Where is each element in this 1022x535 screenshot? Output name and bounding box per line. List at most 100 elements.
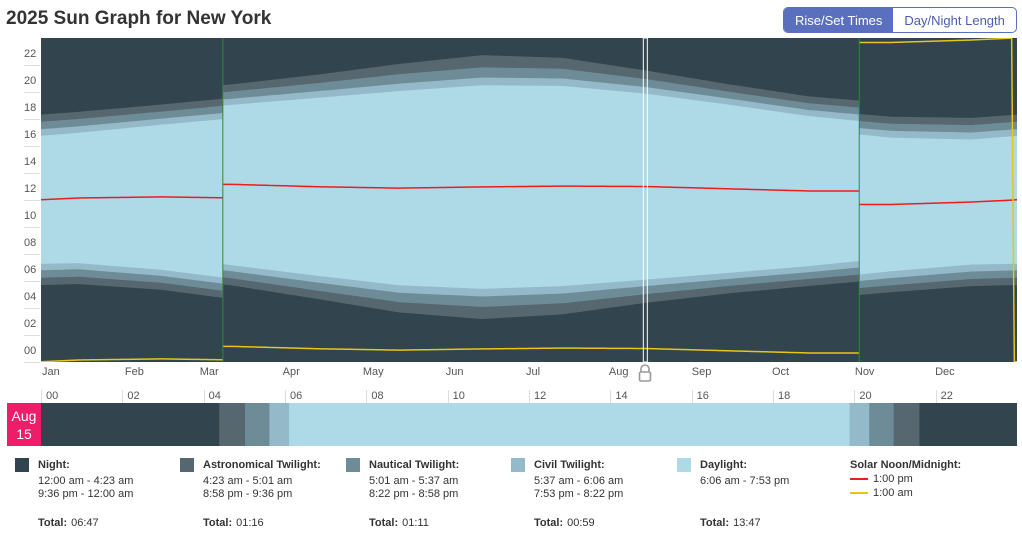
legend-total: Total: 00:59 (534, 517, 595, 529)
legend-name: Astronomical Twilight: (203, 459, 321, 471)
lock-icon[interactable] (637, 364, 653, 382)
y-tick-label: 20 (24, 75, 37, 87)
legend-total: Total: 06:47 (38, 517, 99, 529)
y-tick-label: 00 (24, 345, 37, 357)
selected-date-badge: Aug 15 (7, 403, 41, 446)
hour-tick-label: 00 (41, 390, 58, 403)
legend-time-range: 7:53 pm - 8:22 pm (534, 488, 624, 500)
y-tick (24, 308, 40, 309)
hour-tick-label: 10 (447, 390, 465, 403)
hour-tick-label: 16 (691, 390, 709, 403)
legend-time-range: 5:37 am - 6:06 am (534, 475, 624, 487)
x-tick-label: Jan (42, 366, 60, 378)
legend-noon: 1:00 pm (850, 473, 913, 486)
solar-midnight-line-0 (41, 358, 223, 362)
legend-total: Total: 13:47 (700, 517, 761, 529)
hour-tick-label: 06 (285, 390, 302, 403)
y-tick-label: 10 (24, 210, 37, 222)
day-timeline-bar (41, 403, 1017, 446)
total-value: 01:11 (402, 517, 429, 529)
y-tick-label: 16 (24, 129, 37, 141)
sun-chart[interactable] (41, 38, 1017, 362)
nautical-segment (869, 403, 895, 446)
date-cursor[interactable] (642, 38, 648, 362)
legend-swatch (677, 458, 691, 472)
legend-time-range: 9:36 pm - 12:00 am (38, 488, 134, 500)
y-tick (24, 92, 40, 93)
view-toggle[interactable]: Rise/Set Times Day/Night Length (783, 7, 1017, 33)
selected-month: Aug (11, 408, 37, 424)
x-tick-label: Feb (124, 366, 144, 378)
day-night-length-button[interactable]: Day/Night Length (904, 13, 1005, 28)
legend-time-range: 6:06 am - 7:53 pm (700, 475, 790, 487)
y-tick (24, 362, 40, 363)
total-label: Total: (369, 517, 399, 529)
solar-midnight-line-1 (222, 345, 860, 354)
rise-set-times-button[interactable]: Rise/Set Times (784, 8, 894, 32)
daylight-segment (289, 403, 851, 446)
x-tick-label: Dec (935, 366, 955, 378)
civil-segment (269, 403, 290, 446)
x-tick-label: Mar (199, 366, 219, 378)
hour-tick-label: 04 (203, 390, 221, 403)
total-value: 00:59 (567, 517, 595, 529)
legend-time-range: 12:00 am - 4:23 am (38, 475, 134, 487)
legend-swatch (180, 458, 194, 472)
hour-tick-label: 02 (122, 390, 140, 403)
y-tick (24, 281, 40, 282)
hour-tick-label: 22 (935, 390, 953, 403)
x-tick-label: Jun (445, 366, 464, 378)
legend-time-range: 8:58 pm - 9:36 pm (203, 488, 293, 500)
hour-tick-label: 18 (773, 390, 790, 403)
total-label: Total: (38, 517, 68, 529)
daylight-band-segment-2 (859, 134, 1017, 275)
hour-tick-label: 12 (529, 390, 546, 403)
x-tick-label: Apr (282, 366, 300, 378)
legend-name: Daylight: (700, 459, 748, 471)
hour-tick-label: 20 (854, 390, 872, 403)
legend-swatch (346, 458, 360, 472)
y-tick-label: 06 (24, 264, 37, 276)
nautical-segment (245, 403, 270, 446)
legend-time-range: 4:23 am - 5:01 am (203, 475, 293, 487)
y-tick (24, 200, 40, 201)
legend-name: Civil Twilight: (534, 459, 605, 471)
solar-midnight-line-2 (859, 38, 1017, 362)
x-tick-label: Sep (691, 366, 712, 378)
selected-day: 15 (16, 426, 32, 442)
legend-swatch (511, 458, 525, 472)
x-tick-label: May (362, 366, 384, 378)
legend-swatch (15, 458, 29, 472)
total-value: 01:16 (236, 517, 264, 529)
legend-midnight: 1:00 am (850, 487, 913, 500)
y-tick-label: 02 (24, 318, 37, 330)
total-value: 13:47 (733, 517, 761, 529)
legend-name: Solar Noon/Midnight: (850, 459, 962, 471)
night-segment (41, 403, 220, 446)
civil-segment (849, 403, 870, 446)
legend-total: Total: 01:16 (203, 517, 264, 529)
daylight-band-segment-0 (41, 119, 223, 278)
y-tick (24, 65, 40, 66)
solar-noon-line-0 (41, 196, 223, 201)
astronomical-segment (219, 403, 246, 446)
total-value: 06:47 (71, 517, 99, 529)
page-title: 2025 Sun Graph for New York (6, 8, 272, 29)
y-tick (24, 119, 40, 120)
legend-time-range: 8:22 pm - 8:58 pm (369, 488, 459, 500)
y-tick-label: 04 (24, 291, 37, 303)
legend-time-range: 5:01 am - 5:37 am (369, 475, 459, 487)
x-tick-label: Aug (608, 366, 629, 378)
y-tick-label: 12 (24, 183, 37, 195)
y-tick-label: 18 (24, 102, 37, 114)
y-tick-label: 14 (24, 156, 37, 168)
y-tick (24, 335, 40, 336)
y-tick-label: 22 (24, 48, 37, 60)
x-tick-label: Nov (854, 366, 875, 378)
y-tick (24, 227, 40, 228)
y-tick (24, 254, 40, 255)
legend-name: Nautical Twilight: (369, 459, 460, 471)
y-tick (24, 146, 40, 147)
noon-time: 1:00 pm (873, 473, 913, 485)
astronomical-segment (893, 403, 920, 446)
